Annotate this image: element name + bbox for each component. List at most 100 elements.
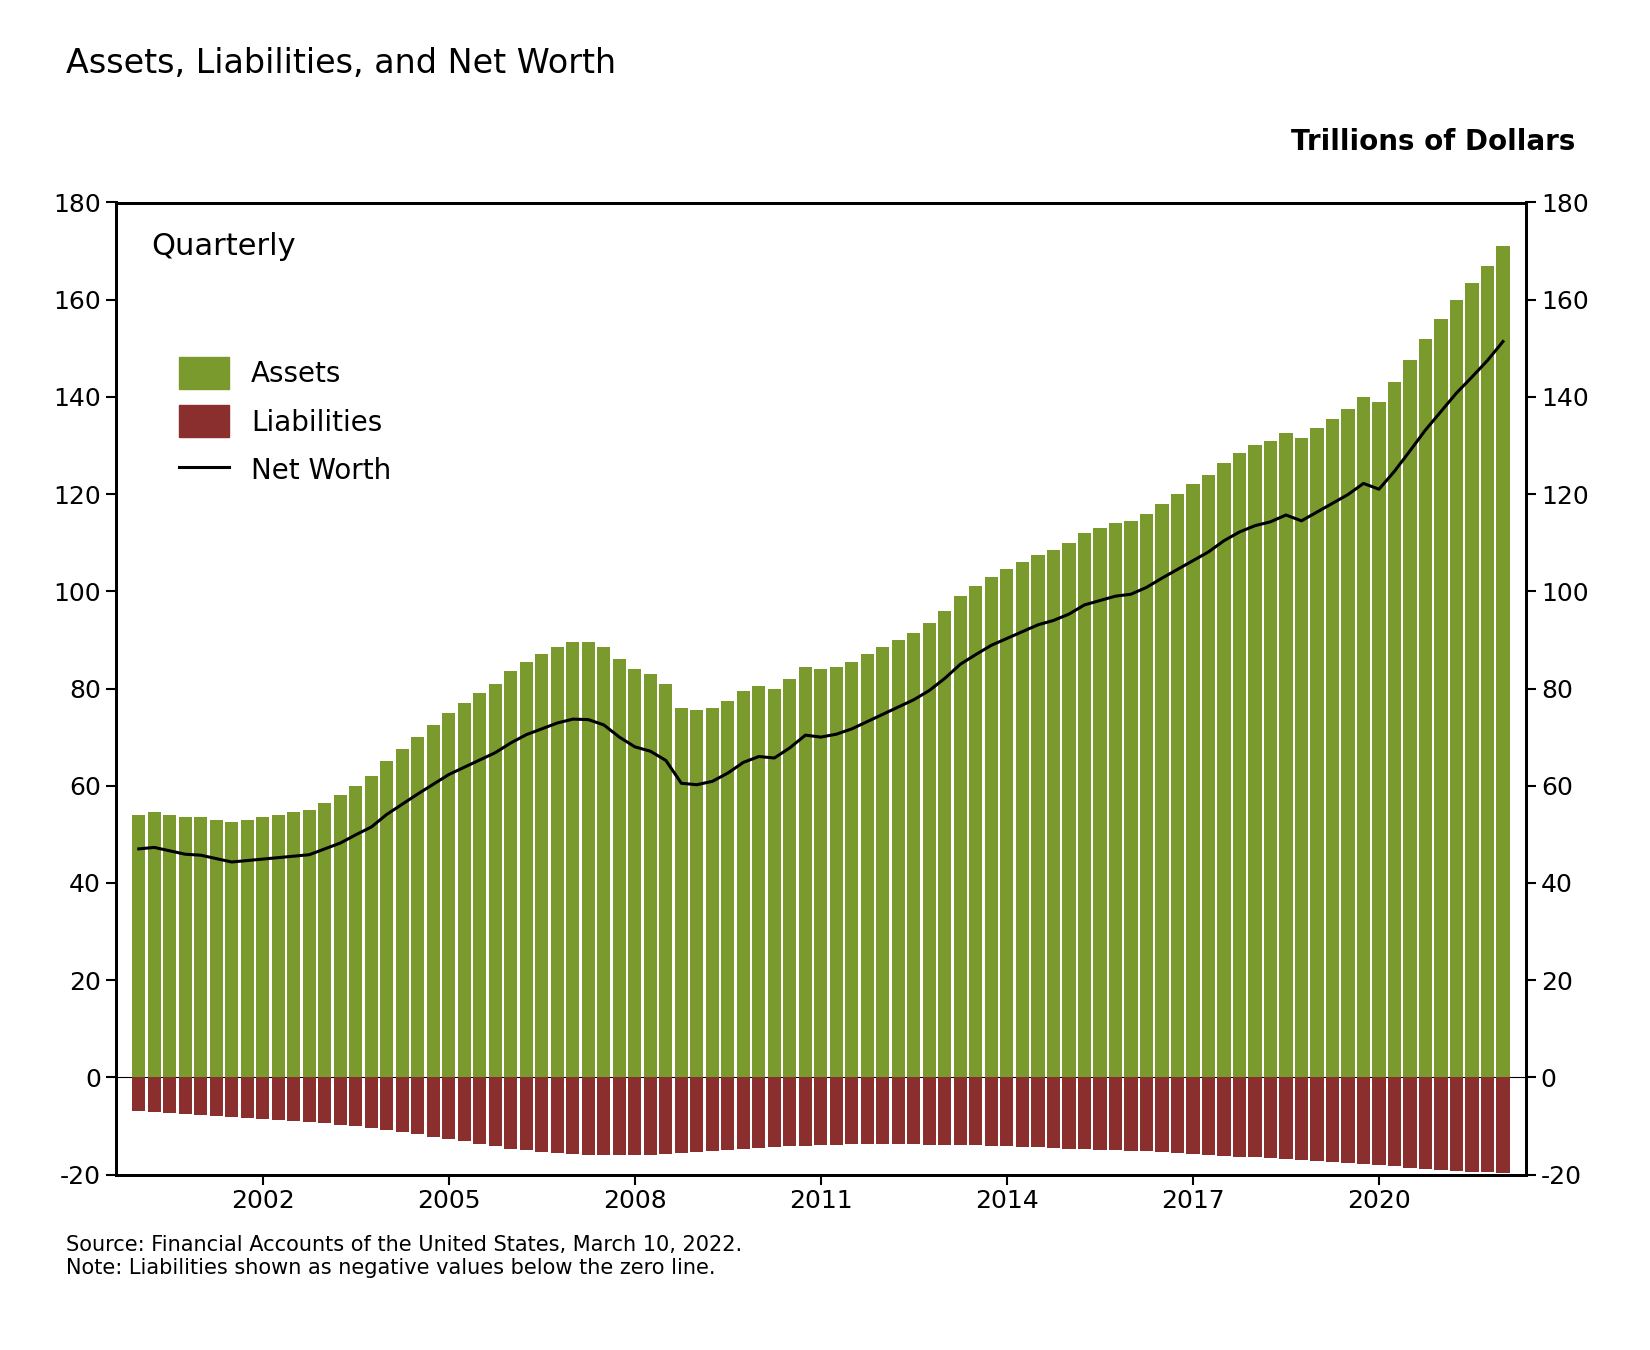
Bar [1186, 1077, 1200, 1154]
Bar [876, 1077, 889, 1145]
Bar [891, 1077, 904, 1145]
Bar [1497, 246, 1510, 1077]
Bar [241, 1077, 254, 1118]
Bar [457, 1077, 470, 1142]
Bar [1450, 300, 1464, 1077]
Bar [1264, 440, 1277, 1077]
Bar [1327, 418, 1340, 1077]
Bar [1077, 533, 1091, 1077]
Bar [505, 671, 518, 1077]
Bar [1295, 439, 1308, 1077]
Bar [287, 813, 300, 1077]
Bar [721, 1077, 734, 1150]
Bar [256, 817, 269, 1077]
Legend: Assets, Liabilities, Net Worth: Assets, Liabilities, Net Worth [165, 343, 404, 500]
Bar [1233, 1077, 1246, 1157]
Bar [690, 710, 703, 1077]
Text: Source: Financial Accounts of the United States, March 10, 2022.
Note: Liabiliti: Source: Financial Accounts of the United… [66, 1235, 742, 1278]
Bar [350, 786, 363, 1077]
Bar [660, 1077, 673, 1154]
Bar [1109, 1077, 1122, 1150]
Bar [1155, 504, 1168, 1077]
Bar [830, 1077, 843, 1145]
Bar [488, 683, 502, 1077]
Bar [908, 1077, 921, 1145]
Bar [1434, 1077, 1447, 1169]
Bar [1218, 1077, 1231, 1156]
Bar [1155, 1077, 1168, 1152]
Bar [442, 713, 455, 1077]
Bar [612, 659, 625, 1077]
Bar [396, 749, 409, 1077]
Bar [380, 1077, 393, 1130]
Bar [350, 1077, 363, 1126]
Bar [891, 640, 904, 1077]
Bar [1000, 1077, 1013, 1146]
Bar [738, 691, 751, 1077]
Bar [1465, 282, 1478, 1077]
Bar [1233, 452, 1246, 1077]
Bar [535, 1077, 548, 1152]
Bar [1140, 513, 1153, 1077]
Bar [195, 1077, 208, 1115]
Bar [922, 1077, 936, 1145]
Bar [1356, 1077, 1370, 1164]
Bar [474, 1077, 487, 1143]
Bar [318, 1077, 332, 1123]
Bar [1264, 1077, 1277, 1158]
Bar [1124, 521, 1137, 1077]
Bar [195, 817, 208, 1077]
Bar [256, 1077, 269, 1119]
Bar [1094, 1077, 1107, 1150]
Bar [1063, 543, 1076, 1077]
Bar [1341, 409, 1355, 1077]
Bar [210, 819, 223, 1077]
Bar [845, 1077, 858, 1145]
Bar [845, 662, 858, 1077]
Bar [163, 815, 177, 1077]
Bar [597, 647, 610, 1077]
Bar [1201, 1077, 1214, 1154]
Bar [690, 1077, 703, 1152]
Bar [767, 1077, 780, 1146]
Bar [224, 1077, 238, 1118]
Bar [333, 1077, 346, 1125]
Bar [629, 1077, 642, 1156]
Bar [1094, 528, 1107, 1077]
Bar [597, 1077, 610, 1156]
Bar [1404, 360, 1417, 1077]
Bar [272, 1077, 285, 1120]
Bar [272, 815, 285, 1077]
Bar [784, 679, 797, 1077]
Bar [644, 674, 657, 1077]
Bar [505, 1077, 518, 1149]
Bar [302, 810, 315, 1077]
Bar [1077, 1077, 1091, 1149]
Bar [427, 1077, 441, 1137]
Bar [629, 670, 642, 1077]
Bar [1046, 549, 1059, 1077]
Text: Assets, Liabilities, and Net Worth: Assets, Liabilities, and Net Worth [66, 47, 615, 80]
Bar [551, 1077, 564, 1153]
Bar [1388, 1077, 1401, 1166]
Bar [1419, 1077, 1432, 1169]
Bar [969, 1077, 982, 1145]
Bar [612, 1077, 625, 1156]
Bar [147, 1077, 160, 1112]
Bar [939, 610, 952, 1077]
Bar [488, 1077, 502, 1146]
Bar [241, 819, 254, 1077]
Bar [1000, 570, 1013, 1077]
Bar [582, 1077, 596, 1154]
Bar [954, 1077, 967, 1145]
Bar [442, 1077, 455, 1139]
Bar [1388, 382, 1401, 1077]
Bar [1327, 1077, 1340, 1162]
Bar [876, 647, 889, 1077]
Bar [520, 1077, 533, 1150]
Bar [969, 586, 982, 1077]
Bar [861, 1077, 875, 1145]
Bar [318, 803, 332, 1077]
Bar [1465, 1077, 1478, 1172]
Bar [815, 670, 827, 1077]
